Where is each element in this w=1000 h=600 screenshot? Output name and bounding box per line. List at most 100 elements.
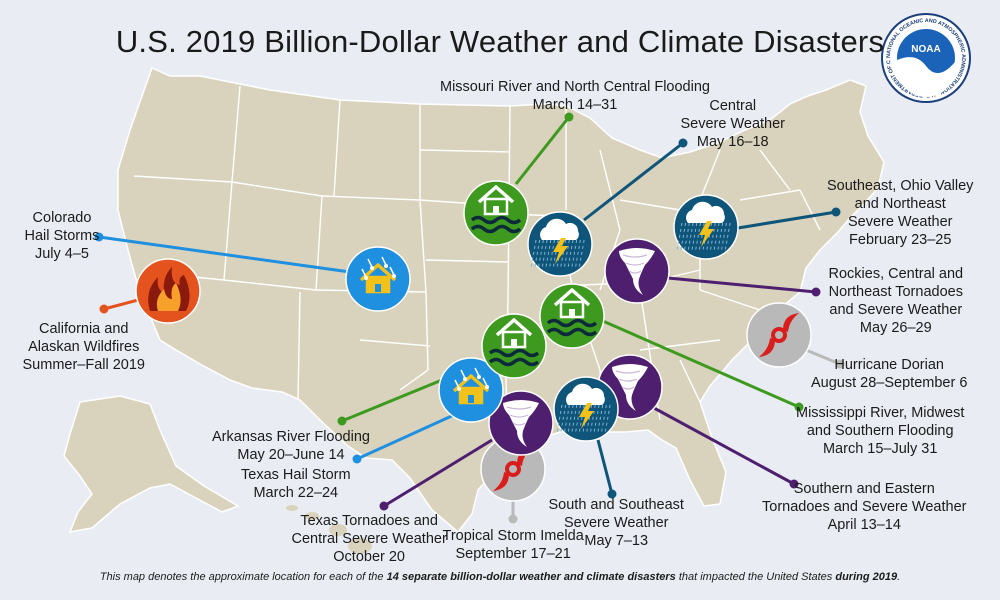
house-roof — [477, 185, 515, 204]
rain-streak — [575, 404, 581, 434]
hailstone — [364, 276, 368, 280]
event-label-line: Southern and Eastern — [793, 481, 935, 497]
flame-inner — [156, 283, 181, 311]
rain-streak — [720, 222, 727, 252]
event-label-line: and Severe Weather — [829, 302, 963, 318]
flood-wave — [488, 357, 540, 367]
hailstone — [485, 385, 489, 389]
leader-dot-wildfires — [99, 304, 109, 314]
event-label-south_southeast: South and Southeast Severe Weather May 7–1… — [549, 496, 684, 550]
state-border — [399, 369, 429, 391]
leader-line-south_southeast — [596, 439, 614, 495]
event-label-texas_tornadoes: Texas Tornadoes and Central Severe Weathe… — [292, 512, 447, 566]
flood-icon — [481, 313, 547, 379]
cloud — [686, 201, 725, 223]
rain-streak — [552, 239, 559, 269]
event-label-wildfires: California and Alaskan Wildfires Summer–Fa… — [23, 320, 146, 374]
event-label-southern_eastern: Southern and Eastern Tornadoes and Severe… — [762, 480, 966, 534]
state-border — [231, 85, 241, 183]
rain-streak — [698, 222, 705, 252]
flood-wave — [470, 215, 522, 225]
us-land — [63, 66, 885, 554]
leader-line-mississippi — [595, 316, 800, 409]
event-label-line: Hurricane Dorian — [834, 357, 944, 373]
flood-icon — [539, 283, 605, 349]
rain-streak — [589, 404, 596, 434]
event-label-line: Central Severe Weather — [291, 531, 447, 547]
funnel-swirl — [628, 270, 642, 274]
event-label-line: Texas Tornadoes and — [300, 513, 438, 529]
rain-streak — [563, 404, 570, 434]
funnel-swirl — [621, 386, 635, 390]
footnote: This map denotes the approximate locatio… — [0, 571, 1000, 583]
flood-wave — [546, 318, 598, 328]
event-label-line: Missouri River and North Central Floodin… — [440, 79, 710, 95]
event-label-colorado_hail: Colorado Hail Storms July 4–5 — [25, 209, 100, 263]
page-title: U.S. 2019 Billion-Dollar Weather and Cli… — [115, 24, 885, 59]
event-label-line: March 15–July 31 — [822, 441, 938, 457]
event-label-arkansas: Arkansas River Flooding May 20–June 14 — [212, 428, 370, 464]
state-border — [333, 99, 341, 197]
event-label-line: South and Southeast — [548, 497, 684, 513]
event-label-line: May 26–29 — [859, 320, 932, 336]
hurricane-eye — [771, 327, 787, 343]
alaska-landmass — [63, 395, 240, 533]
leader-dot-rockies_tornadoes — [811, 287, 821, 297]
flood-icon — [463, 180, 529, 246]
state-border — [297, 291, 301, 401]
leader-line-southern_eastern — [653, 406, 795, 486]
logo-bird — [897, 57, 955, 97]
state-border — [599, 149, 621, 231]
event-label-line: Rockies, Central and — [828, 266, 964, 282]
hailstone — [463, 377, 467, 381]
hail-icon — [345, 246, 411, 312]
rain-streak — [691, 222, 698, 252]
house-door — [511, 339, 517, 347]
leader-line-southeast_ohio — [737, 210, 837, 230]
rain-streak — [560, 239, 567, 269]
funnel-swirl — [506, 406, 532, 410]
leader-line-rockies_tornadoes — [667, 276, 817, 294]
hurricane-icon — [746, 302, 812, 368]
rain-streak — [560, 404, 567, 434]
event-label-line: October 20 — [333, 549, 406, 565]
funnel-swirl — [615, 370, 641, 374]
hurricane-arm — [759, 338, 775, 357]
rain-streak — [556, 404, 563, 434]
rain-streak — [563, 239, 570, 269]
severe-weather-icon — [527, 211, 593, 277]
leader-line-dorian — [805, 348, 841, 366]
event-label-line: Central — [709, 98, 757, 114]
rain-streak — [586, 404, 593, 434]
leader-line-texas_hail — [356, 412, 457, 461]
flood-wave — [488, 348, 540, 358]
disaster-icons — [135, 180, 812, 502]
leader-line-colorado_hail — [98, 235, 351, 274]
leader-line-texas_tornadoes — [383, 438, 493, 508]
icon-disc — [746, 302, 812, 368]
event-label-imelda: Tropical Storm Imelda September 17–21 — [443, 527, 584, 563]
event-label-line: Colorado — [32, 210, 92, 226]
funnel-swirl — [622, 254, 648, 258]
rain-streak — [597, 404, 604, 434]
hurricane-eye — [505, 461, 521, 477]
funnel-cloud — [612, 364, 648, 411]
leader-dot-mississippi — [794, 402, 804, 412]
event-label-southeast_ohio: Southeast, Ohio Valley and Northeast Sever… — [827, 177, 973, 249]
footnote-bold-count: 14 separate billion-dollar weather and c… — [386, 571, 676, 583]
rain-streak — [604, 404, 611, 434]
event-label-line: March 14–31 — [532, 97, 618, 113]
state-border — [133, 175, 233, 183]
funnel-cloud — [619, 248, 655, 295]
funnel-swirl — [618, 378, 638, 382]
footnote-prefix: This map denotes the approximate locatio… — [99, 571, 387, 583]
rain-streak — [537, 239, 544, 269]
house-roof — [452, 374, 490, 393]
house-roof — [359, 263, 397, 282]
event-label-line: Tornadoes and Severe Weather — [762, 499, 967, 515]
hailstone — [392, 274, 396, 278]
leader-dot-colorado_hail — [94, 232, 104, 242]
funnel-swirl — [509, 414, 529, 418]
lightning-bolt — [699, 221, 714, 247]
rain-streak — [567, 404, 574, 434]
